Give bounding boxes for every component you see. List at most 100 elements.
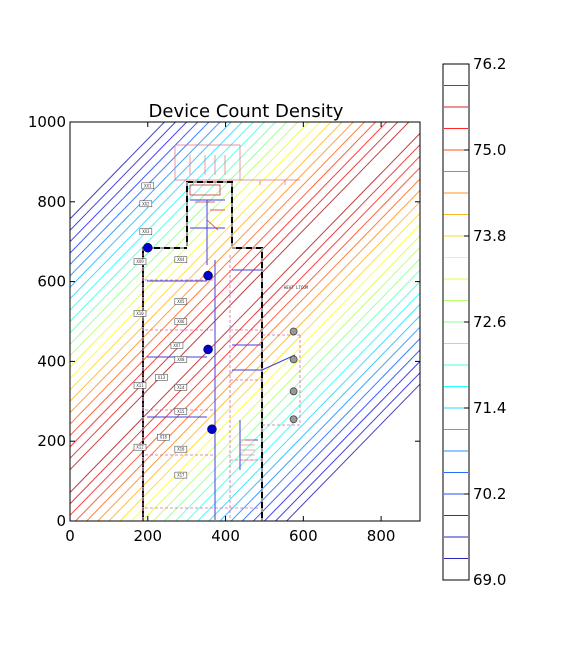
room-label: XX3 [142,229,150,234]
contour-line [70,132,420,494]
device-point [207,424,217,434]
contour-line [70,122,188,243]
room-label-box [174,356,188,363]
contour-line [141,235,420,521]
room-label-box [155,374,168,381]
room-label-box [170,342,184,349]
contour-line [163,258,420,521]
contour-line [70,122,399,460]
x-axis: 0 200 400 600 800 [65,122,395,545]
contour-line [70,155,420,517]
contour-line [219,315,420,521]
floorplan-top-annex [174,144,300,185]
contour-line [70,122,255,311]
x-tick-label: 800 [367,527,396,545]
contour-line [70,122,332,391]
contour-line [70,122,410,471]
gray-marker [289,387,298,396]
gray-marker [289,415,298,424]
room-label: XX6 [177,319,185,324]
contour-line [70,122,166,220]
contour-line [70,122,210,266]
room-label-box [174,318,188,325]
room-label-box [157,433,170,441]
contour-line [85,178,420,521]
room-label-box [139,200,153,208]
x-tick-label: 0 [65,527,75,545]
room-label: X10 [136,311,144,316]
contour-line [70,122,388,448]
room-label-box [133,443,147,451]
contour-line [108,201,420,521]
contour-line [174,269,420,521]
room-label-box [133,310,147,317]
room-label: XX4 [177,257,185,262]
contour-line [70,122,232,289]
contour-line [70,144,420,505]
gray-markers [289,327,298,424]
room-label: X14 [177,385,185,390]
colorbar-tick-label: 70.2 [473,485,506,503]
contour-line [70,122,221,277]
y-tick-label: 800 [37,193,66,211]
floorplan-stairs [240,439,255,461]
room-label-box [174,445,188,453]
y-axis: 0 200 400 600 800 1000 [28,113,420,530]
contour-line [70,122,199,254]
y-tick-label: 600 [37,273,66,291]
contour-line [97,189,420,521]
y-tick-label: 0 [56,512,66,530]
room-label: XX7 [173,343,181,348]
device-points [143,242,217,434]
colorbar-tick-label: 69.0 [473,571,506,589]
contour-line [70,122,310,368]
room-label: X16 [177,447,185,452]
colorbar-tick-label: 75.0 [473,141,506,159]
contour-line [70,122,288,346]
y-tick-label: 1000 [28,113,66,131]
contour-line [70,122,377,437]
contour-line [74,166,420,521]
gray-marker [289,327,298,336]
contour-line [70,122,366,425]
room-label: XX2 [142,201,150,206]
room-label-box [141,182,155,190]
room-label: XX5 [177,299,185,304]
gray-marker [289,355,298,364]
room-label-box [139,228,153,235]
contour-line [241,337,420,521]
device-point [203,270,213,281]
x-tick-label: 600 [289,527,318,545]
contour-line [197,292,420,521]
contour-line [119,212,420,521]
contour-line [70,122,355,414]
floorplan-annotation: HEAT LTCOM [284,285,309,290]
colorbar-ticks: 69.0 70.2 71.4 72.6 73.8 75.0 76.2 [464,55,506,589]
plot-frame [69,121,421,522]
room-label-box [133,382,147,389]
contour-lines [70,122,420,521]
room-label: X18 [160,435,168,440]
room-label-box [174,471,188,479]
contour-line [252,349,420,521]
room-label-box [174,408,188,415]
device-point [143,242,153,253]
chart-title: Device Count Density [149,101,344,122]
contour-line [185,280,420,521]
contour-line [208,303,420,521]
x-tick-label: 200 [133,527,162,545]
device-point [203,344,213,355]
colorbar-tick-label: 73.8 [473,227,506,245]
room-label: XX8 [177,357,185,362]
contour-line [70,122,266,323]
contour-line [70,122,243,300]
room-label-box [133,258,147,265]
room-label-box [174,384,188,391]
room-label: X15 [177,409,185,414]
x-tick-label: 400 [211,527,240,545]
contour-line [70,122,321,380]
room-label: X13 [158,375,166,380]
contour-line [70,122,343,403]
colorbar-tick-label: 72.6 [473,313,506,331]
